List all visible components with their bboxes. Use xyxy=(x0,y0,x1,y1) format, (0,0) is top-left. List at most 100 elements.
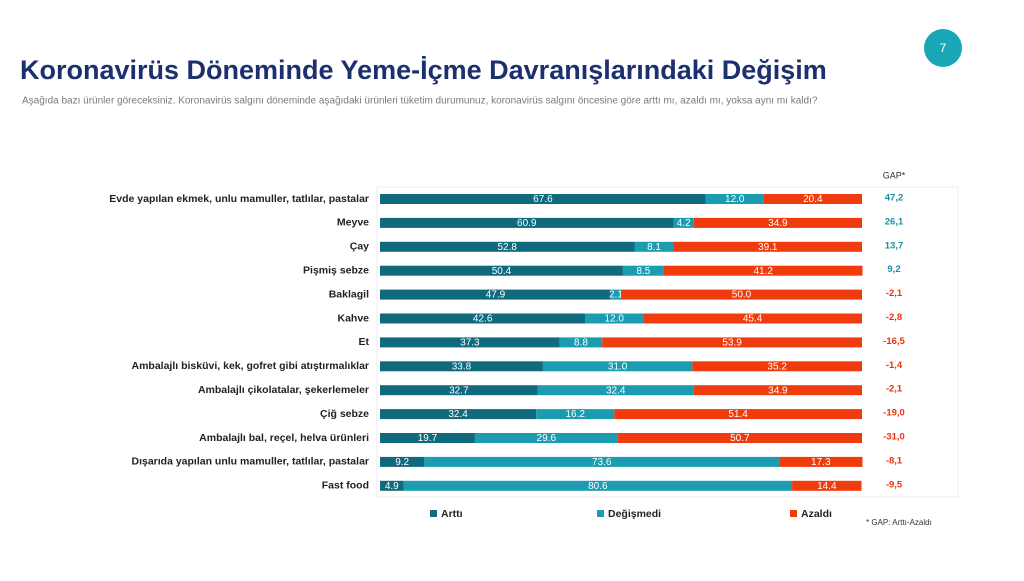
gap-value: -2,1 xyxy=(886,288,903,299)
value-label: 4.9 xyxy=(385,481,399,492)
bar-segment xyxy=(663,265,863,276)
bar-segment xyxy=(380,337,560,348)
value-label: 12.0 xyxy=(725,194,745,205)
value-label: 51.4 xyxy=(728,409,748,420)
bar-segment xyxy=(537,385,694,396)
value-label: 42.6 xyxy=(473,314,493,325)
gap-value: -2,8 xyxy=(886,312,902,323)
legend-swatch xyxy=(790,510,797,517)
gap-value: 47,2 xyxy=(885,193,904,204)
bar-segment xyxy=(542,361,693,372)
bar-segment xyxy=(380,289,611,300)
value-label: 73.6 xyxy=(592,457,612,468)
category-label: Kahve xyxy=(337,312,369,324)
bar-segment xyxy=(380,241,635,252)
value-label: 16.2 xyxy=(565,409,585,420)
bar-segment xyxy=(380,409,537,420)
category-label: Çay xyxy=(350,241,369,253)
gap-value: -9,5 xyxy=(886,479,903,490)
gap-header: GAP* xyxy=(883,170,906,180)
bar-segment xyxy=(380,433,475,443)
gap-value: 26,1 xyxy=(885,216,904,227)
bar-segment xyxy=(403,480,793,491)
bar-segment xyxy=(614,409,862,420)
gap-value: -16,5 xyxy=(883,336,905,347)
footnote: * GAP: Arttı-Azaldı xyxy=(866,518,932,527)
bar-segment xyxy=(380,456,425,467)
bar-segment xyxy=(380,480,404,491)
bar-segment xyxy=(693,217,862,228)
bar-segment xyxy=(763,194,862,204)
value-label: 47.9 xyxy=(486,290,506,301)
value-label: 33.8 xyxy=(452,361,472,372)
bar-segment xyxy=(380,217,674,228)
bar-segment xyxy=(610,289,621,300)
bar-segment xyxy=(380,385,538,396)
category-label: Et xyxy=(359,336,370,348)
bar-segment xyxy=(673,241,862,252)
value-label: 45.4 xyxy=(743,314,763,325)
bar-segment xyxy=(380,265,623,276)
value-label: 4.2 xyxy=(677,218,691,229)
gap-value: -31,0 xyxy=(883,432,905,443)
category-label: Fast food xyxy=(322,480,369,492)
legend-label: Azaldı xyxy=(801,508,832,520)
value-label: 80.6 xyxy=(588,481,608,492)
bar-segment xyxy=(585,313,644,324)
value-label: 20.4 xyxy=(803,194,823,205)
value-label: 60.9 xyxy=(517,218,537,229)
page-badge xyxy=(924,29,962,67)
bar-segment xyxy=(692,361,862,372)
category-label: Meyve xyxy=(337,217,369,229)
bar-segment xyxy=(380,313,586,324)
value-label: 9.2 xyxy=(395,457,409,468)
value-label: 32.4 xyxy=(448,409,468,420)
category-label: Baklagil xyxy=(329,288,369,300)
value-label: 41.2 xyxy=(753,266,773,277)
bar-segment xyxy=(424,456,780,467)
value-label: 35.2 xyxy=(767,361,787,372)
legend-swatch xyxy=(597,510,604,517)
subtitle: Aşağıda bazı ürünler göreceksiniz. Koron… xyxy=(22,96,818,107)
bar-segment xyxy=(693,385,862,396)
gap-value: 9,2 xyxy=(887,264,900,275)
page-number: 7 xyxy=(940,41,947,55)
bar-segment xyxy=(536,409,615,420)
bar-segment xyxy=(559,337,603,348)
value-label: 8.5 xyxy=(636,266,650,277)
gap-value: -1,4 xyxy=(886,360,903,371)
bar-segment xyxy=(643,313,862,324)
value-label: 32.4 xyxy=(606,385,626,396)
gap-value: -2,1 xyxy=(886,384,903,395)
category-label: Evde yapılan ekmek, unlu mamuller, tatlı… xyxy=(109,193,369,205)
value-label: 67.6 xyxy=(533,194,553,205)
value-label: 50.4 xyxy=(492,266,512,277)
value-label: 50.0 xyxy=(732,290,752,301)
category-label: Ambalajlı bal, reçel, helva ürünleri xyxy=(199,432,369,444)
bar-segment xyxy=(792,480,862,491)
gap-value: -8,1 xyxy=(886,455,903,466)
category-label: Ambalajlı çikolatalar, şekerlemeler xyxy=(198,384,369,396)
value-label: 34.9 xyxy=(768,385,788,396)
bar-segment xyxy=(380,361,543,372)
value-label: 32.7 xyxy=(449,385,469,396)
value-label: 50.7 xyxy=(730,433,750,444)
category-label: Çiğ sebze xyxy=(320,408,369,420)
value-label: 19.7 xyxy=(418,433,438,444)
value-label: 52.8 xyxy=(498,242,518,253)
bar-segment xyxy=(705,194,764,204)
bar-segment xyxy=(617,433,862,443)
value-label: 12.0 xyxy=(605,314,625,325)
bar-segment xyxy=(380,194,706,204)
category-label: Dışarıda yapılan unlu mamuller, tatlılar… xyxy=(131,456,369,468)
value-label: 34.9 xyxy=(768,218,788,229)
title: Koronavirüs Döneminde Yeme-İçme Davranış… xyxy=(20,55,827,85)
value-label: 29.6 xyxy=(537,433,557,444)
bar-segment xyxy=(634,241,674,252)
bar-segment xyxy=(602,337,862,348)
value-label: 17.3 xyxy=(811,457,831,468)
value-label: 8.8 xyxy=(574,338,588,349)
bar-segment xyxy=(622,265,664,276)
